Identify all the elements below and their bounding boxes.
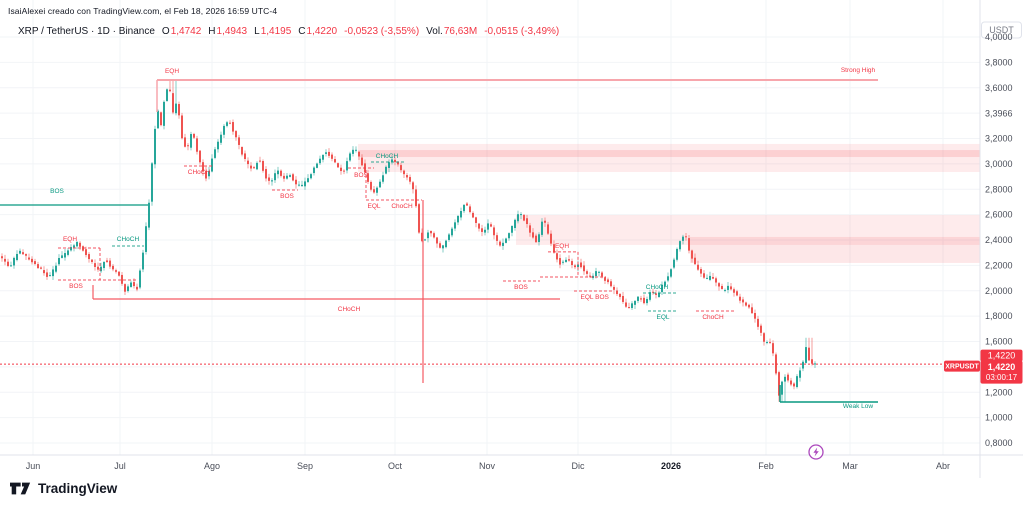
ohlc-open: O 1,4742: [161, 26, 202, 37]
svg-text:Oct: Oct: [388, 461, 403, 471]
svg-text:Weak Low: Weak Low: [843, 403, 874, 410]
svg-text:03:00:17: 03:00:17: [986, 373, 1018, 382]
svg-text:BOS: BOS: [69, 283, 83, 290]
svg-text:Mar: Mar: [842, 461, 858, 471]
candlestick-series: [1, 80, 816, 402]
svg-text:CHoCH: CHoCH: [646, 284, 669, 291]
svg-text:ChoCH: ChoCH: [391, 203, 413, 210]
svg-text:4,0000: 4,0000: [985, 32, 1013, 42]
svg-text:3,0000: 3,0000: [985, 159, 1013, 169]
svg-text:3,2000: 3,2000: [985, 134, 1013, 144]
svg-text:EQH: EQH: [63, 236, 77, 243]
svg-text:2,6000: 2,6000: [985, 210, 1013, 220]
svg-text:Sep: Sep: [297, 461, 313, 471]
svg-text:Strong High: Strong High: [841, 67, 876, 74]
svg-text:1,4220: 1,4220: [988, 362, 1016, 372]
svg-text:3,8000: 3,8000: [985, 57, 1013, 67]
volume-change: -0,0515 (-3,49%): [484, 26, 560, 37]
svg-text:Nov: Nov: [479, 461, 496, 471]
volume: Vol. 76,63M: [426, 26, 478, 37]
svg-text:2,2000: 2,2000: [985, 260, 1013, 270]
svg-text:3,6000: 3,6000: [985, 83, 1013, 93]
svg-text:Dic: Dic: [572, 461, 585, 471]
tradingview-logo-text: TradingView: [38, 481, 118, 496]
svg-text:XRPUSDT: XRPUSDT: [945, 364, 979, 371]
svg-text:BOS: BOS: [514, 284, 528, 291]
svg-text:2026: 2026: [661, 461, 681, 471]
svg-text:2,8000: 2,8000: [985, 184, 1013, 194]
svg-text:EQH: EQH: [555, 243, 569, 250]
ohlc-close: C 1,4220: [298, 26, 338, 37]
svg-text:Jul: Jul: [114, 461, 126, 471]
price-chart-pane[interactable]: EQH Strong High BOS EQH CHoCH BOS CHoCH BOS BOS C…: [0, 0, 1023, 478]
svg-text:EQL: EQL: [656, 314, 669, 321]
svg-text:EQL: EQL: [580, 294, 593, 301]
svg-text:CHoCH: CHoCH: [338, 306, 361, 313]
svg-text:BOS: BOS: [280, 193, 294, 200]
svg-text:CHoCH: CHoCH: [117, 236, 140, 243]
svg-text:BOS: BOS: [595, 294, 609, 301]
svg-text:1,8000: 1,8000: [985, 311, 1013, 321]
svg-text:1,4220: 1,4220: [988, 351, 1016, 361]
price-change: -0,0523 (-3,55%): [344, 26, 420, 37]
svg-text:Jun: Jun: [26, 461, 41, 471]
tradingview-logo-icon: [10, 482, 31, 495]
svg-text:Feb: Feb: [758, 461, 774, 471]
supply-zones[interactable]: [358, 143, 980, 263]
time-axis[interactable]: Jun Jul Ago Sep Oct Nov Dic 2026 Feb Mar Abr: [26, 461, 950, 471]
tradingview-logo[interactable]: TradingView: [10, 481, 117, 496]
svg-text:BOS: BOS: [354, 172, 368, 179]
svg-text:1,0000: 1,0000: [985, 413, 1013, 423]
svg-text:Abr: Abr: [936, 461, 950, 471]
svg-text:2,0000: 2,0000: [985, 286, 1013, 296]
grid-lines: [0, 0, 980, 455]
svg-text:ChoCH: ChoCH: [702, 314, 724, 321]
svg-text:CHoCH: CHoCH: [376, 153, 399, 160]
svg-text:EQL: EQL: [367, 203, 380, 210]
ohlc-high: H 1,4943: [208, 26, 248, 37]
svg-text:CHoCH: CHoCH: [188, 169, 211, 176]
svg-text:Ago: Ago: [204, 461, 220, 471]
attribution-text: IsaiAlexei creado con TradingView.com, e…: [8, 6, 278, 16]
ohlc-low: L 1,4195: [254, 26, 292, 37]
smc-drawings[interactable]: EQH Strong High BOS EQH CHoCH BOS CHoCH BOS BOS C…: [0, 67, 980, 410]
svg-text:0,8000: 0,8000: [985, 438, 1013, 448]
svg-text:1,6000: 1,6000: [985, 337, 1013, 347]
svg-text:EQH: EQH: [165, 68, 179, 75]
svg-text:BOS: BOS: [50, 188, 64, 195]
axis-borders: [0, 0, 1023, 478]
svg-text:2,4000: 2,4000: [985, 235, 1013, 245]
event-lightning-icon[interactable]: [808, 444, 824, 460]
svg-text:3,3966: 3,3966: [985, 109, 1013, 119]
svg-text:1,2000: 1,2000: [985, 387, 1013, 397]
svg-text:USDT: USDT: [989, 25, 1014, 35]
symbol-title[interactable]: XRP / TetherUS · 1D · Binance: [18, 26, 155, 37]
